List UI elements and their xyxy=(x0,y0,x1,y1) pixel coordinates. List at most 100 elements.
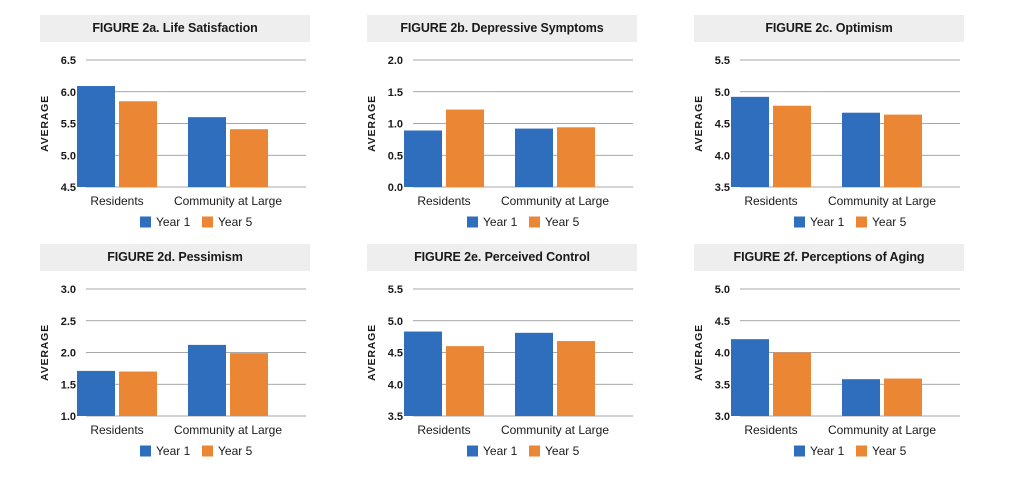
y-tick-label: 2.0 xyxy=(388,55,403,67)
category-label: Residents xyxy=(417,194,470,208)
bar-year1-community xyxy=(515,332,553,416)
bar-chart-depressive-symptoms: 2.0 1.5 1.0 0.5 0.0 AVERAGE Residents Community… xyxy=(366,55,633,229)
chart-panel-2a: FIGURE 2a. Life Satisfaction 6.5 6.0 5.5 5.… xyxy=(39,15,310,235)
category-label: Community at Large xyxy=(828,423,936,437)
y-tick-label: 4.5 xyxy=(715,119,730,131)
category-label: Residents xyxy=(744,423,797,437)
legend-label: Year 1 xyxy=(810,215,845,229)
y-tick-label: 5.5 xyxy=(61,119,76,131)
legend-label: Year 5 xyxy=(872,444,907,458)
bar-year5-community xyxy=(884,114,922,187)
bar-year1-community xyxy=(842,379,880,416)
y-tick-label: 4.0 xyxy=(715,348,730,360)
y-tick-label: 3.0 xyxy=(61,284,76,296)
y-tick-label: 0.5 xyxy=(388,150,403,162)
legend-label: Year 1 xyxy=(156,215,191,229)
bar-year1-community xyxy=(188,344,226,416)
bar-year1-community xyxy=(515,128,553,187)
chart-panel-2c: FIGURE 2c. Optimism 5.5 5.0 4.5 4.0 3.5 AVERA… xyxy=(693,15,964,235)
bar-chart-perceived-control: 5.5 5.0 4.5 4.0 3.5 AVERAGE Residents Community… xyxy=(366,284,633,458)
legend-label: Year 1 xyxy=(483,444,518,458)
bar-year5-community xyxy=(557,127,595,187)
bar-year5-residents xyxy=(773,352,811,416)
legend-swatch-year5 xyxy=(856,445,867,457)
y-axis-title: AVERAGE xyxy=(366,95,378,152)
legend-swatch-year5 xyxy=(202,216,213,228)
y-tick-label: 4.5 xyxy=(61,182,76,194)
y-axis-title: AVERAGE xyxy=(693,324,705,381)
y-tick-label: 5.0 xyxy=(388,316,403,328)
y-tick-label: 6.0 xyxy=(61,87,76,99)
y-tick-label: 4.0 xyxy=(388,379,403,391)
chart-title: FIGURE 2a. Life Satisfaction xyxy=(40,15,310,42)
legend-label: Year 5 xyxy=(218,444,253,458)
bar-year1-residents xyxy=(77,86,115,187)
y-tick-label: 5.0 xyxy=(61,150,76,162)
y-axis-title: AVERAGE xyxy=(693,95,705,152)
bar-year1-residents xyxy=(731,96,769,187)
bar-year5-community xyxy=(230,129,268,187)
y-tick-label: 1.0 xyxy=(388,119,403,131)
legend-swatch-year1 xyxy=(794,445,805,457)
y-tick-label: 4.0 xyxy=(715,150,730,162)
y-axis-title: AVERAGE xyxy=(366,324,378,381)
bar-chart-perceptions-of-aging: 5.0 4.5 4.0 3.5 3.0 AVERAGE Residents Community… xyxy=(693,284,960,458)
y-tick-label: 2.5 xyxy=(61,316,76,328)
bar-year1-community xyxy=(842,112,880,187)
bar-year1-community xyxy=(188,117,226,187)
chart-title: FIGURE 2f. Perceptions of Aging xyxy=(694,244,964,271)
y-axis-title: AVERAGE xyxy=(39,324,51,381)
bar-year5-residents xyxy=(773,105,811,187)
legend-swatch-year1 xyxy=(140,445,151,457)
legend-swatch-year5 xyxy=(202,445,213,457)
y-tick-label: 3.5 xyxy=(715,379,730,391)
chart-title: FIGURE 2d. Pessimism xyxy=(40,244,310,271)
chart-title: FIGURE 2c. Optimism xyxy=(694,15,964,42)
y-tick-label: 1.5 xyxy=(388,87,403,99)
category-label: Residents xyxy=(90,423,143,437)
y-tick-label: 1.0 xyxy=(61,411,76,423)
y-tick-label: 4.5 xyxy=(388,348,403,360)
y-tick-label: 3.5 xyxy=(388,411,403,423)
chart-panel-2d: FIGURE 2d. Pessimism 3.0 2.5 2.0 1.5 1.0 AVER… xyxy=(39,244,310,464)
legend-swatch-year5 xyxy=(856,216,867,228)
y-tick-label: 1.5 xyxy=(61,379,76,391)
category-label: Residents xyxy=(417,423,470,437)
y-tick-label: 5.0 xyxy=(715,87,730,99)
y-tick-label: 5.0 xyxy=(715,284,730,296)
bar-year5-residents xyxy=(446,346,484,416)
legend-label: Year 5 xyxy=(872,215,907,229)
legend-swatch-year1 xyxy=(794,216,805,228)
y-tick-label: 5.5 xyxy=(388,284,403,296)
y-tick-label: 5.5 xyxy=(715,55,730,67)
bar-chart-life-satisfaction: 6.5 6.0 5.5 5.0 4.5 AVERAGE Residents Community… xyxy=(39,55,306,229)
chart-title: FIGURE 2b. Depressive Symptoms xyxy=(367,15,637,42)
y-tick-label: 3.0 xyxy=(715,411,730,423)
y-tick-label: 2.0 xyxy=(61,348,76,360)
y-tick-label: 6.5 xyxy=(61,55,76,67)
category-label: Residents xyxy=(744,194,797,208)
legend-label: Year 1 xyxy=(156,444,191,458)
y-axis-title: AVERAGE xyxy=(39,95,51,152)
bar-year5-residents xyxy=(446,109,484,187)
category-label: Community at Large xyxy=(828,194,936,208)
legend-swatch-year1 xyxy=(140,216,151,228)
legend-label: Year 1 xyxy=(810,444,845,458)
bar-year5-community xyxy=(557,341,595,416)
chart-panel-2b: FIGURE 2b. Depressive Symptoms 2.0 1.5 1.0… xyxy=(366,15,637,235)
legend-label: Year 5 xyxy=(218,215,253,229)
chart-panel-2f: FIGURE 2f. Perceptions of Aging 5.0 4.5 4.… xyxy=(693,244,964,464)
legend-swatch-year1 xyxy=(467,216,478,228)
category-label: Community at Large xyxy=(501,423,609,437)
legend-label: Year 5 xyxy=(545,215,580,229)
bar-year1-residents xyxy=(77,370,115,416)
bar-year1-residents xyxy=(404,130,442,187)
chart-panel-2e: FIGURE 2e. Perceived Control 5.5 5.0 4.5 4.… xyxy=(366,244,637,464)
legend-label: Year 5 xyxy=(545,444,580,458)
bar-year5-community xyxy=(230,353,268,416)
legend-label: Year 1 xyxy=(483,215,518,229)
bar-year5-residents xyxy=(119,101,157,187)
bar-year1-residents xyxy=(731,339,769,416)
bar-year5-residents xyxy=(119,371,157,416)
y-tick-label: 4.5 xyxy=(715,316,730,328)
